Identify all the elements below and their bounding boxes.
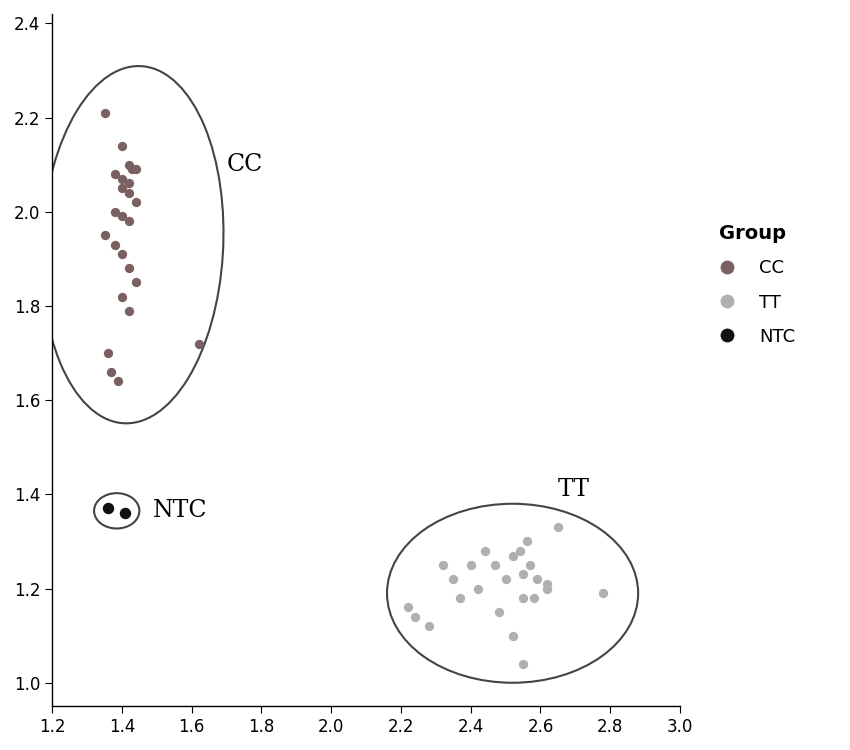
Point — [513, 544, 526, 556]
Point — [489, 559, 502, 571]
Point — [122, 262, 136, 274]
Point — [105, 366, 118, 378]
Point — [499, 573, 513, 585]
Text: CC: CC — [227, 153, 263, 176]
Point — [122, 215, 136, 227]
Point — [129, 196, 143, 208]
Point — [551, 521, 564, 533]
Point — [115, 172, 128, 184]
Point — [541, 583, 554, 595]
Point — [115, 211, 128, 223]
Point — [126, 164, 139, 176]
Point — [122, 158, 136, 170]
Text: NTC: NTC — [153, 500, 208, 522]
Point — [401, 602, 415, 613]
Point — [446, 573, 460, 585]
Point — [478, 544, 491, 556]
Point — [101, 347, 115, 359]
Point — [471, 583, 484, 595]
Point — [115, 182, 128, 194]
Point — [519, 536, 533, 548]
Point — [530, 573, 544, 585]
Point — [115, 248, 128, 260]
Point — [516, 658, 530, 670]
Point — [516, 568, 530, 580]
Point — [408, 610, 422, 622]
Point — [506, 550, 519, 562]
Point — [436, 559, 450, 571]
Point — [506, 630, 519, 642]
Point — [516, 592, 530, 604]
Point — [108, 206, 122, 218]
Point — [115, 140, 128, 152]
Point — [541, 578, 554, 590]
Point — [98, 106, 111, 118]
Point — [492, 606, 506, 618]
Legend: CC, TT, NTC: CC, TT, NTC — [701, 217, 802, 353]
Point — [122, 304, 136, 316]
Point — [524, 559, 537, 571]
Point — [115, 290, 128, 302]
Point — [111, 375, 125, 387]
Point — [108, 238, 122, 250]
Point — [192, 338, 206, 350]
Point — [464, 559, 478, 571]
Text: TT: TT — [558, 478, 590, 501]
Point — [129, 164, 143, 176]
Point — [422, 620, 436, 632]
Point — [453, 592, 467, 604]
Point — [101, 503, 115, 515]
Point — [129, 277, 143, 289]
Point — [119, 507, 133, 519]
Point — [98, 230, 111, 242]
Point — [597, 587, 610, 599]
Point — [122, 187, 136, 199]
Point — [527, 592, 541, 604]
Point — [108, 168, 122, 180]
Point — [122, 178, 136, 190]
